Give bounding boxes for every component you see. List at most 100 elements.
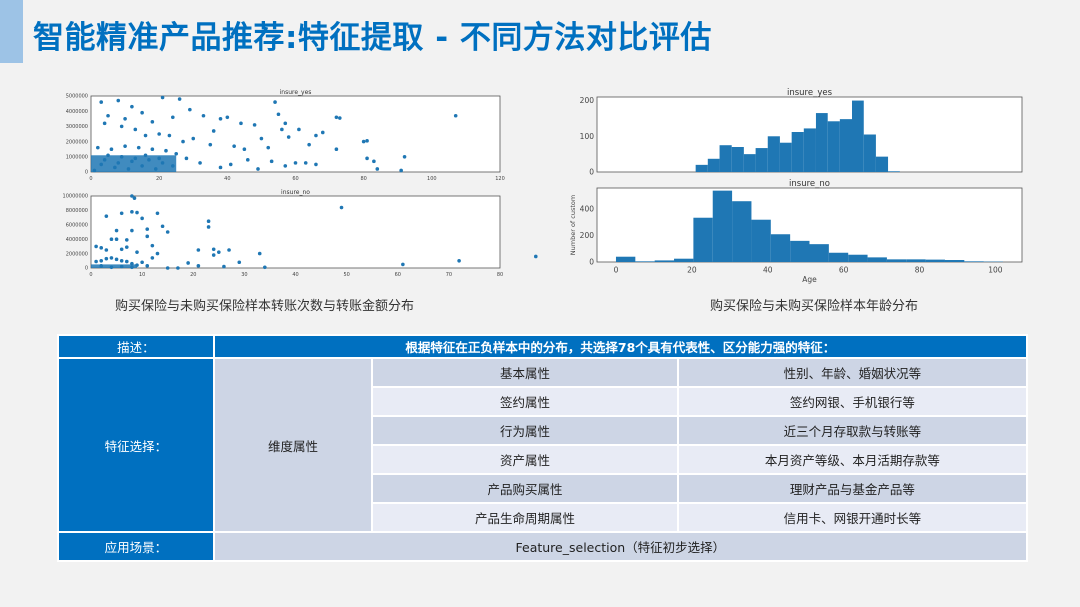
histogram-bar [925, 259, 945, 262]
scatter-point [99, 246, 104, 250]
scatter-point [201, 113, 206, 118]
scatter-point [228, 162, 233, 167]
scatter-point [533, 254, 538, 259]
attr-cell: 资产属性 [371, 444, 679, 475]
scatter-point [239, 121, 243, 126]
histogram-bar [852, 100, 864, 172]
x-tick-label: 80 [915, 266, 925, 275]
histogram-bar [790, 240, 810, 262]
x-tick-label: 0 [614, 266, 619, 275]
scatter-point [297, 127, 301, 132]
scatter-point [399, 168, 403, 173]
histogram-bar [791, 132, 804, 172]
chart-title: insure_no [281, 189, 310, 196]
chart-title: insure_no [789, 179, 830, 189]
scatter-point [181, 139, 185, 144]
scatter-point [188, 107, 192, 112]
scatter-point [266, 145, 271, 150]
y-tick-label: 2000000 [66, 251, 88, 257]
attr-cell: 产品生命周期属性 [371, 502, 679, 533]
scatter-point [286, 135, 291, 139]
histogram-bar [828, 252, 849, 262]
scatter-point [280, 127, 284, 132]
right-chart-caption: 购买保险与未购买保险样本年龄分布 [710, 299, 919, 314]
scatter-point [130, 228, 134, 233]
scatter-point [150, 256, 155, 260]
histogram-bar [693, 217, 713, 262]
y-tick-label: 0 [85, 170, 88, 176]
scatter-point [303, 161, 308, 165]
y-tick-label: 0 [589, 258, 594, 267]
scatter-point [263, 265, 267, 270]
scatter-point [227, 248, 231, 252]
histogram-bar [803, 128, 816, 172]
y-tick-label: 8000000 [66, 208, 88, 214]
attr-cell: 行为属性 [371, 415, 679, 446]
example-cell: 签约网银、手机银行等 [676, 386, 1029, 417]
scatter-point [114, 228, 119, 233]
scatter-point [160, 95, 165, 100]
scatter-point [245, 158, 250, 162]
desc-text-content: 根据特征在正负样本中的分布，共选择78个具有代表性、区分能力强的特征： [405, 340, 836, 355]
scatter-point [143, 133, 148, 138]
example-cell: 近三个月存取款与转账等 [676, 415, 1029, 446]
scatter-point [273, 100, 277, 104]
scatter-point [276, 112, 281, 117]
scatter-point [104, 256, 109, 261]
histogram-bar [732, 201, 752, 262]
scatter-point [218, 117, 223, 121]
attr-cell: 产品购买属性 [371, 473, 679, 504]
scatter-point [457, 259, 461, 263]
x-tick-label: 20 [156, 176, 162, 182]
x-tick-label: 50 [343, 272, 349, 278]
histogram-bar [809, 244, 829, 262]
scatter-point [334, 115, 339, 120]
scatter-point [130, 104, 134, 109]
histogram-bar [875, 156, 889, 172]
scatter-point [94, 244, 98, 249]
scatter-point [165, 266, 170, 270]
title-accent-bar [0, 0, 23, 63]
feature-label: 特征选择： [57, 357, 215, 533]
attr-cell: 签约属性 [371, 386, 679, 417]
x-axis-label: Age [802, 275, 817, 284]
scatter-point [119, 247, 124, 252]
histogram-bar [886, 259, 907, 262]
histogram-bar [848, 254, 868, 262]
scatter-point [402, 155, 407, 159]
x-tick-label: 40 [292, 272, 298, 278]
scatter-point [96, 145, 100, 150]
x-tick-label: 100 [427, 176, 437, 182]
scatter-point [217, 250, 221, 254]
histogram-bar [888, 171, 900, 172]
scatter-point [130, 194, 134, 198]
y-tick-label: 10000000 [63, 194, 88, 200]
left-chart-caption: 购买保险与未购买保险样本转账次数与转账金额分布 [115, 299, 415, 314]
scatter-point [140, 110, 144, 115]
scatter-point [155, 251, 160, 256]
scatter-point [211, 247, 216, 252]
scene-label: 应用场景： [57, 531, 215, 562]
scatter-point [252, 123, 257, 127]
scatter-point [372, 159, 376, 164]
scatter-point [375, 167, 380, 171]
scatter-point [242, 147, 247, 151]
scatter-point [225, 115, 230, 120]
x-tick-label: 20 [687, 266, 697, 275]
x-tick-label: 70 [446, 272, 452, 278]
y-tick-label: 200 [580, 231, 595, 240]
y-tick-label: 0 [85, 266, 88, 272]
scatter-point [314, 133, 318, 138]
x-tick-label: 20 [190, 272, 196, 278]
scatter-point [102, 121, 107, 126]
scatter-point [114, 257, 119, 262]
scatter-point [140, 216, 144, 221]
histogram-bar [867, 257, 887, 262]
histogram-bar [863, 134, 876, 172]
histogram-bar [944, 260, 965, 262]
x-tick-label: 10 [139, 272, 145, 278]
x-tick-label: 40 [224, 176, 230, 182]
scatter-point [94, 259, 98, 264]
x-tick-label: 30 [241, 272, 247, 278]
histogram-bar [964, 261, 984, 262]
